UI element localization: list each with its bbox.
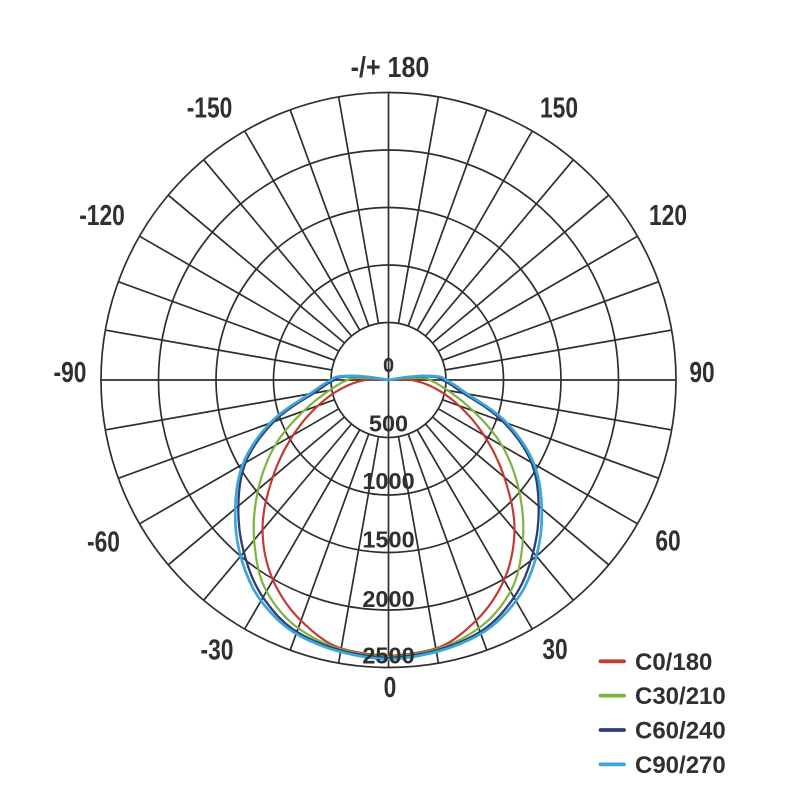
- svg-text:500: 500: [369, 410, 408, 436]
- svg-text:0: 0: [383, 355, 394, 377]
- svg-text:-90: -90: [54, 357, 87, 388]
- svg-text:-120: -120: [79, 200, 125, 231]
- svg-text:-60: -60: [87, 527, 120, 558]
- svg-text:120: 120: [649, 200, 687, 231]
- svg-text:1000: 1000: [362, 468, 414, 494]
- svg-text:30: 30: [542, 634, 567, 665]
- svg-text:C0/180: C0/180: [635, 649, 712, 676]
- svg-text:90: 90: [689, 357, 714, 388]
- svg-text:2500: 2500: [362, 642, 414, 668]
- svg-text:0: 0: [384, 672, 397, 703]
- svg-text:C30/210: C30/210: [635, 683, 726, 710]
- svg-text:-30: -30: [201, 635, 234, 666]
- svg-text:150: 150: [540, 93, 578, 124]
- svg-text:C60/240: C60/240: [635, 718, 726, 745]
- svg-text:C90/270: C90/270: [635, 752, 726, 779]
- svg-text:2000: 2000: [362, 586, 414, 612]
- svg-text:-/+ 180: -/+ 180: [351, 51, 430, 83]
- svg-text:60: 60: [655, 526, 680, 557]
- svg-text:1500: 1500: [362, 526, 414, 552]
- svg-text:-150: -150: [187, 93, 233, 124]
